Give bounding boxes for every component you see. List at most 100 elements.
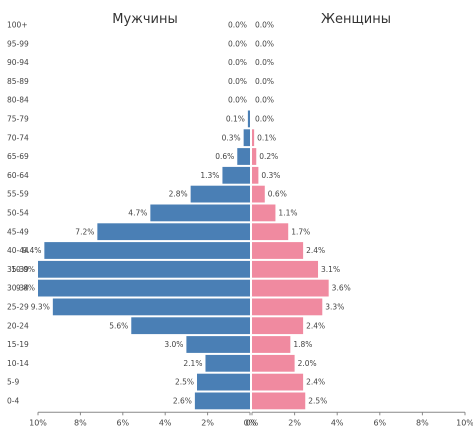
female-tick-label: 10% [456, 418, 473, 426]
male-bar [131, 317, 250, 335]
male-value-label: 0.0% [228, 96, 247, 105]
x-axis: 10% 8% 6% 4% 2% 0%0% 2% 4% 6% 8% 10% [29, 411, 473, 426]
female-bar [252, 298, 323, 316]
male-tick-label: 8% [74, 418, 87, 426]
female-value-label: 3.1% [321, 265, 340, 274]
male-value-label: 0.0% [228, 58, 247, 67]
female-bar [252, 129, 255, 147]
male-tick-label: 4% [159, 418, 172, 426]
male-bar [222, 166, 250, 184]
male-value-label: 1.3% [200, 171, 219, 180]
age-label: 60-64 [7, 171, 29, 180]
male-bar [190, 185, 250, 203]
female-tick-label: 6% [373, 418, 386, 426]
female-bar [252, 373, 304, 391]
female-value-label: 2.4% [306, 246, 325, 255]
age-label: 90-94 [7, 58, 29, 67]
male-bar [97, 223, 250, 241]
male-tick-label: 2% [201, 418, 214, 426]
female-value-label: 0.1% [257, 133, 276, 142]
age-label: 50-54 [7, 209, 29, 218]
female-bar [252, 223, 289, 241]
female-value-label: 2.5% [308, 397, 327, 406]
male-value-label: 0.0% [228, 21, 247, 30]
male-value-label: 7.2% [75, 227, 94, 236]
female-value-label: 0.0% [255, 21, 274, 30]
bar-labels: 2.6% 2.5% 2.5% 2.4% 2.1% 2.0% 3.0% 1.8% 5.6% 2.4%… [11, 21, 351, 406]
male-bar [38, 279, 250, 297]
male-value-label: 5.6% [109, 321, 128, 330]
age-label: 95-99 [7, 39, 29, 48]
female-value-label: 0.0% [255, 39, 274, 48]
female-value-label: 1.7% [291, 227, 310, 236]
female-bar [252, 354, 295, 372]
male-value-label: 2.5% [175, 378, 194, 387]
male-bar [38, 260, 250, 278]
male-value-label: 4.7% [128, 209, 147, 218]
female-value-label: 0.2% [259, 152, 278, 161]
age-label: 80-84 [7, 96, 29, 105]
male-value-label: 0.0% [228, 77, 247, 86]
female-tick-label: 8% [416, 418, 429, 426]
male-value-label: 9.8% [16, 284, 35, 293]
female-value-label: 3.6% [332, 284, 351, 293]
male-bar [194, 392, 250, 410]
age-labels: 0-4 5-9 10-14 15-19 20-24 25-29 30-34 35-39 40-4… [7, 21, 29, 406]
female-tick-label: 0% [246, 418, 259, 426]
male-value-label: 9.3% [31, 303, 50, 312]
female-bar [252, 336, 291, 353]
male-title: Мужчины [112, 12, 178, 27]
female-tick-label: 2% [288, 418, 301, 426]
male-bar [237, 148, 250, 165]
female-bar [252, 166, 259, 184]
age-label: 65-69 [7, 152, 29, 161]
female-tick-label: 4% [331, 418, 344, 426]
age-label: 10-14 [7, 359, 29, 368]
female-value-label: 0.3% [261, 171, 280, 180]
age-label: 20-24 [7, 321, 29, 330]
female-bar [252, 392, 306, 410]
male-bar [247, 110, 250, 128]
male-value-label: 0.3% [222, 133, 241, 142]
male-value-label: 3.0% [164, 340, 183, 349]
male-bar [150, 204, 250, 222]
female-value-label: 0.0% [255, 115, 274, 124]
male-bar [205, 354, 250, 372]
female-bar [252, 204, 276, 222]
male-value-label: 10.0% [11, 265, 35, 274]
male-bar [243, 129, 250, 147]
female-bar [252, 279, 329, 297]
male-value-label: 0.1% [226, 115, 245, 124]
age-label: 55-59 [7, 190, 29, 199]
male-value-label: 2.6% [173, 397, 192, 406]
female-value-label: 2.0% [298, 359, 317, 368]
age-label: 75-79 [7, 115, 29, 124]
female-value-label: 1.1% [278, 209, 297, 218]
female-bar [252, 317, 304, 335]
age-label: 5-9 [7, 378, 19, 387]
female-value-label: 1.8% [293, 340, 312, 349]
male-value-label: 2.1% [183, 359, 202, 368]
age-label: 30-34 [7, 284, 29, 293]
male-tick-label: 0% [244, 418, 257, 426]
female-value-label: 3.3% [325, 303, 344, 312]
male-tick-label: 10% [29, 418, 47, 426]
age-label: 40-44 [7, 246, 29, 255]
female-bars [252, 129, 329, 410]
age-label: 35-39 [7, 265, 29, 274]
age-label: 25-29 [7, 303, 29, 312]
male-value-label: 9.4% [22, 246, 41, 255]
age-label: 15-19 [7, 340, 29, 349]
age-label: 85-89 [7, 77, 29, 86]
female-bar [252, 242, 304, 259]
female-value-label: 0.6% [268, 190, 287, 199]
male-bar [186, 336, 250, 353]
age-label: 70-74 [7, 133, 29, 142]
male-value-label: 0.6% [215, 152, 234, 161]
male-bar [44, 242, 250, 259]
female-bar [252, 148, 257, 165]
male-bars [38, 110, 251, 410]
female-value-label: 0.0% [255, 96, 274, 105]
female-value-label: 0.0% [255, 77, 274, 86]
